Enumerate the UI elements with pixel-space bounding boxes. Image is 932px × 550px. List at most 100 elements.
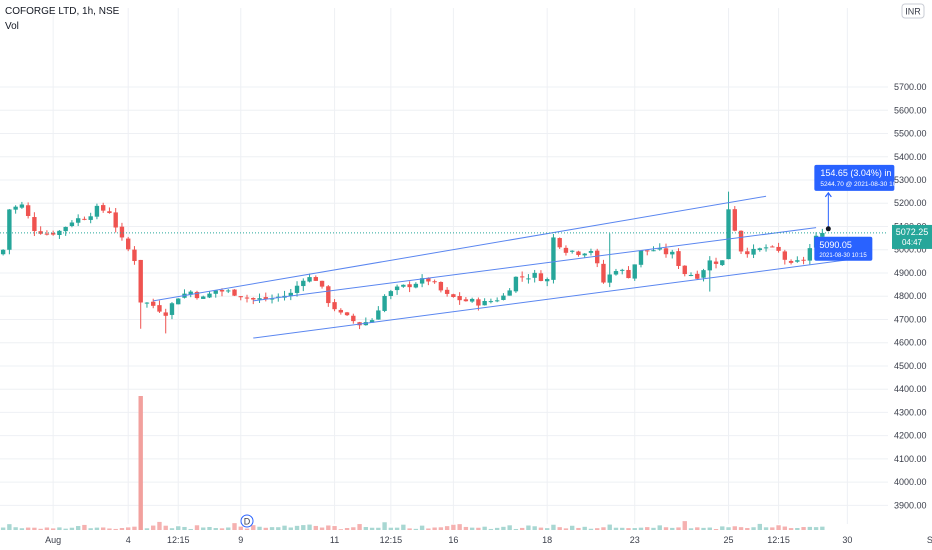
price-tick-label: 4000.00 xyxy=(894,477,927,487)
candle xyxy=(801,256,806,265)
time-axis[interactable]: Aug 4 12:15 9 11 12:15 16 18 23 25 12:15 30 Sep xyxy=(45,535,932,545)
candle xyxy=(726,191,731,260)
candle-body xyxy=(69,222,75,227)
price-axis[interactable]: 3900.00 4000.00 4100.00 4200.00 4300.00 4400.… xyxy=(892,82,932,510)
candle xyxy=(69,220,75,228)
volume-bar xyxy=(463,526,469,530)
channel-line[interactable] xyxy=(253,227,817,302)
candle-body xyxy=(538,273,544,281)
candle xyxy=(657,243,662,251)
candle-body xyxy=(176,298,181,305)
volume-bar xyxy=(638,527,644,530)
candle xyxy=(157,300,162,313)
candle xyxy=(645,250,650,256)
volume-legend-label: Vol xyxy=(5,21,19,32)
candle-body xyxy=(207,293,212,298)
volume-bar xyxy=(94,527,100,530)
candle xyxy=(282,290,287,301)
candle-body xyxy=(713,261,719,264)
candle-body xyxy=(651,250,656,252)
candle-body xyxy=(263,297,268,300)
dividend-event-marker[interactable]: D xyxy=(240,514,254,528)
last-price-value: 5072.25 xyxy=(896,227,929,237)
volume-bar xyxy=(119,528,125,530)
candle-body xyxy=(251,297,256,300)
volume-bar xyxy=(294,525,300,530)
volume-bar xyxy=(338,529,344,530)
candle-body xyxy=(75,218,81,223)
volume-bar xyxy=(282,525,287,530)
candle-body xyxy=(388,291,394,296)
candle-body xyxy=(301,280,306,287)
price-range-measure[interactable]: 154.65 (3.04%) in 5244.70 @ 2021-08-30 10… xyxy=(814,164,906,261)
candle-body xyxy=(232,289,237,296)
candle xyxy=(807,243,813,265)
volume-bar xyxy=(182,526,187,530)
volume-bar xyxy=(501,526,506,530)
candle xyxy=(507,288,512,296)
measure-start-point[interactable] xyxy=(825,226,831,232)
candle xyxy=(132,246,137,265)
volume-bar xyxy=(176,526,181,530)
candle xyxy=(426,277,431,286)
candle-body xyxy=(201,296,206,299)
price-tick-label: 5000.00 xyxy=(894,245,927,255)
candle-body xyxy=(401,284,406,287)
candle xyxy=(770,245,775,248)
candle-body xyxy=(532,272,537,278)
candle xyxy=(182,289,187,299)
candle-body xyxy=(519,276,525,278)
volume-bar xyxy=(219,528,225,530)
trend-channel-lines[interactable] xyxy=(153,195,854,339)
candle xyxy=(163,308,168,334)
channel-line[interactable] xyxy=(253,258,854,339)
candle xyxy=(519,271,525,282)
volume-bar xyxy=(251,525,256,530)
price-tick-label: 4800.00 xyxy=(894,291,927,301)
volume-bar xyxy=(326,525,331,530)
candle xyxy=(576,250,581,257)
volume-bar xyxy=(582,526,587,530)
candle-body xyxy=(657,248,662,250)
candle xyxy=(451,293,456,298)
candle xyxy=(782,249,788,265)
candle xyxy=(601,259,606,284)
candle xyxy=(713,257,719,269)
candle-body xyxy=(544,279,550,282)
candle xyxy=(151,298,156,309)
volume-bar xyxy=(38,528,43,530)
volume-bar xyxy=(344,528,350,530)
candle-body xyxy=(32,217,37,232)
event-marker-circle[interactable] xyxy=(240,514,254,528)
volume-bar xyxy=(763,527,769,530)
volume-bar xyxy=(32,527,37,530)
volume-bar xyxy=(507,525,512,530)
candle xyxy=(388,289,394,300)
candle xyxy=(588,248,594,256)
volume-bar xyxy=(613,527,619,530)
candle-body xyxy=(19,204,25,208)
candle xyxy=(119,222,125,241)
price-tick-label: 4400.00 xyxy=(894,384,927,394)
candle-body xyxy=(413,283,419,288)
volume-bar xyxy=(532,526,537,530)
candle xyxy=(307,273,312,283)
candle-body xyxy=(369,320,375,323)
candle-body xyxy=(513,276,519,292)
candle xyxy=(75,214,81,227)
candle-body xyxy=(138,259,143,303)
candle xyxy=(38,226,43,235)
channel-line[interactable] xyxy=(153,195,767,302)
price-tick-label: 5500.00 xyxy=(894,129,927,139)
volume-bar xyxy=(770,527,775,530)
volume-bar xyxy=(544,528,550,530)
volume-bar xyxy=(751,527,756,530)
volume-bar xyxy=(419,525,425,530)
volume-bar xyxy=(194,525,200,530)
volume-bar xyxy=(670,527,675,530)
volume-bar xyxy=(157,521,162,530)
candle-body xyxy=(582,253,587,256)
volume-bar xyxy=(519,527,525,530)
candle-body xyxy=(407,284,412,288)
